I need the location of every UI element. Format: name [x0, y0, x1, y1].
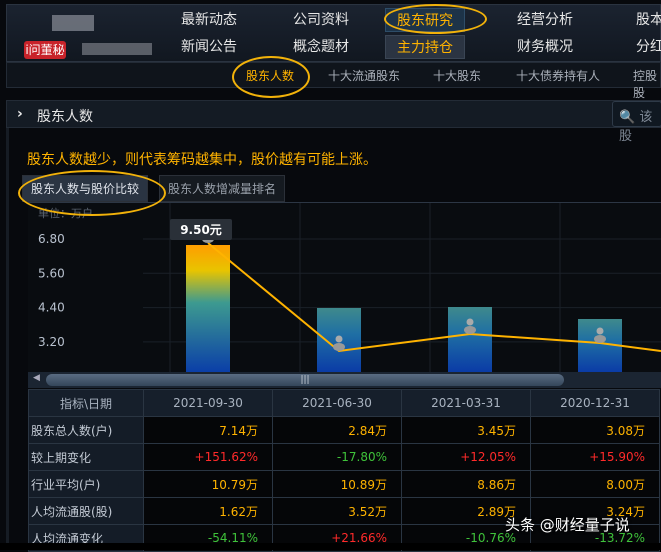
holder-count-bar [186, 245, 230, 373]
column-header: 指标\日期 [28, 389, 144, 417]
scrollbar-thumb[interactable]: ||| [46, 374, 564, 386]
row-label: 行业平均(户) [28, 470, 144, 498]
subnav-item[interactable]: 控股股 [633, 69, 658, 100]
top-nav-bar: i问董秘 [6, 4, 661, 62]
stock-name-blurred [52, 15, 94, 31]
sub-nav [6, 62, 661, 88]
holder-table: 指标\日期 2021-09-30 2021-06-30 2021-03-31 2020-… [28, 389, 660, 552]
column-header: 2020-12-31 [530, 389, 660, 417]
panel-border [6, 128, 9, 550]
subnav-item[interactable]: 股东人数 [246, 69, 295, 83]
table-cell: 2.84万 [272, 416, 402, 444]
tab-holder-change-rank[interactable]: 股东人数增减量排名 [159, 175, 286, 202]
nav-item-row1[interactable]: 公司资料 [293, 12, 349, 28]
table-cell: 3.45万 [401, 416, 531, 444]
chart-svg: 6.80 5.60 4.40 3.20 9.50元 [38, 203, 661, 373]
table-row: 较上期变化 +151.62% -17.80% +12.05% +15.90% [28, 443, 660, 471]
table-cell: +15.90% [530, 443, 660, 471]
panel-header: › 股东人数 🔍 该股 [6, 100, 661, 144]
table-row: 股东总人数(户) 7.14万 2.84万 3.45万 3.08万 [28, 416, 660, 444]
table-cell: -17.80% [272, 443, 402, 471]
nav-item-row1[interactable]: 最新动态 [181, 12, 237, 28]
stock-code-blurred [82, 43, 152, 55]
y-tick-label: 6.80 [38, 232, 65, 246]
table-cell: 8.00万 [530, 470, 660, 498]
person-icon [466, 318, 474, 326]
column-header: 2021-09-30 [143, 389, 273, 417]
panel-title: 股东人数 [37, 109, 93, 125]
subnav-item[interactable]: 十大债券持有人 [516, 69, 601, 83]
table-cell: 10.79万 [143, 470, 273, 498]
tab-holder-vs-price[interactable]: 股东人数与股价比较 [22, 175, 149, 202]
ask-secretary-button[interactable]: i问董秘 [24, 41, 66, 59]
y-tick-label: 4.40 [38, 301, 65, 315]
table-row: 人均流通变化 -54.11% +21.66% -10.76% -13.72% [28, 524, 660, 552]
subnav-item[interactable]: 十大流通股东 [328, 69, 401, 83]
chevron-right-icon: › [17, 106, 23, 122]
bottom-edge [0, 543, 661, 550]
horizontal-scrollbar[interactable]: ◀ ||| [28, 372, 661, 388]
person-icon [596, 327, 604, 335]
y-tick-label: 3.20 [38, 335, 65, 349]
holder-count-bar [448, 307, 492, 373]
unit-label: 单位：万户 [38, 207, 93, 220]
watermark: 头条 @财经量子说 [505, 516, 630, 534]
table-header-row: 指标\日期 2021-09-30 2021-06-30 2021-03-31 2020-… [28, 389, 660, 417]
table-cell: +12.05% [401, 443, 531, 471]
column-header: 2021-03-31 [401, 389, 531, 417]
search-input[interactable]: 🔍 该股 [612, 101, 661, 144]
column-header: 2021-06-30 [272, 389, 402, 417]
nav-item-row2[interactable]: 主力持仓 [385, 35, 465, 59]
search-placeholder: 该股 [619, 110, 653, 144]
table-cell: 10.89万 [272, 470, 402, 498]
table-cell: 1.62万 [143, 497, 273, 525]
scroll-left-arrow-icon[interactable]: ◀ [33, 373, 40, 383]
price-tooltip [170, 219, 232, 240]
nav-item-row1[interactable]: 经营分析 [517, 12, 573, 28]
nav-item-row2[interactable]: 分红融 [636, 39, 661, 55]
table-cell: 3.52万 [272, 497, 402, 525]
nav-item-row2[interactable]: 新闻公告 [181, 39, 237, 55]
person-icon-body [594, 335, 606, 343]
table-row: 行业平均(户) 10.79万 10.89万 8.86万 8.00万 [28, 470, 660, 498]
holder-chart: 6.80 5.60 4.40 3.20 9.50元 [28, 202, 661, 373]
table-cell: +151.62% [143, 443, 273, 471]
row-label: 股东总人数(户) [28, 416, 144, 444]
table-cell: 3.08万 [530, 416, 660, 444]
nav-item-row1[interactable]: 股本结 [636, 12, 661, 28]
y-tick-label: 5.60 [38, 266, 65, 280]
table-cell: 3.24万 [530, 497, 660, 525]
price-tooltip-text: 9.50元 [180, 223, 222, 237]
person-icon-body [333, 343, 345, 351]
table-cell: 7.14万 [143, 416, 273, 444]
nav-item-row2[interactable]: 财务概况 [517, 39, 573, 55]
nav-item-row1[interactable]: 股东研究 [385, 8, 465, 32]
person-icon [335, 335, 343, 343]
table-cell: 8.86万 [401, 470, 531, 498]
hint-text: 股东人数越少，则代表筹码越集中，股价越有可能上涨。 [27, 152, 377, 168]
row-label: 人均流通股(股) [28, 497, 144, 525]
nav-item-row2[interactable]: 概念题材 [293, 39, 349, 55]
row-label: 较上期变化 [28, 443, 144, 471]
subnav-item[interactable]: 十大股东 [433, 69, 482, 83]
table-row: 人均流通股(股) 1.62万 3.52万 2.89万 3.24万 [28, 497, 660, 525]
person-icon-body [464, 326, 476, 334]
